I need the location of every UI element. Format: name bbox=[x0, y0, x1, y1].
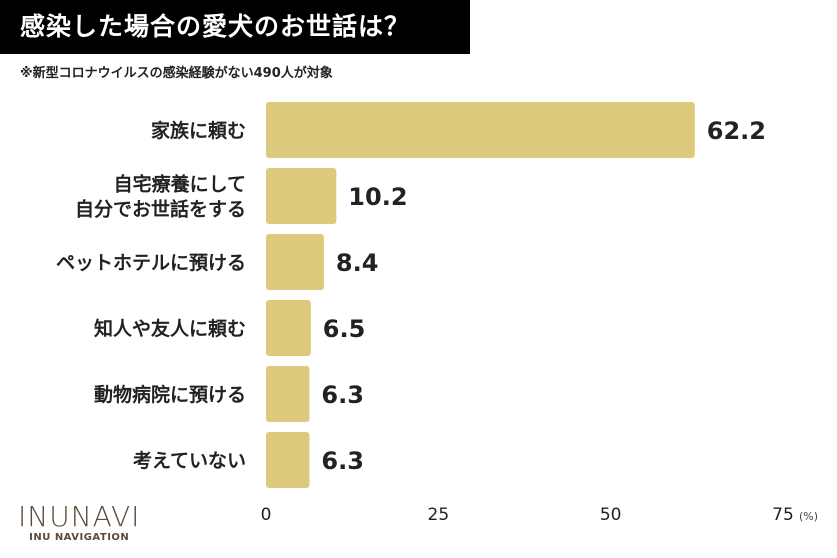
data-label: 6.5 bbox=[323, 315, 366, 343]
category-label: 家族に頼む bbox=[151, 119, 246, 142]
bar bbox=[266, 234, 324, 290]
bar bbox=[266, 366, 310, 422]
x-tick-label: 25 bbox=[428, 505, 450, 525]
bar bbox=[266, 102, 695, 158]
data-label: 8.4 bbox=[336, 249, 379, 277]
x-tick-label: 0 bbox=[261, 505, 272, 525]
bar bbox=[266, 168, 337, 224]
data-label: 62.2 bbox=[707, 117, 766, 145]
x-unit-label: (%) bbox=[799, 510, 818, 523]
x-tick-label: 75 bbox=[772, 505, 794, 525]
category-label: 自宅療養にして bbox=[114, 173, 246, 196]
data-label: 6.3 bbox=[321, 381, 364, 409]
logo-tagline: INU NAVIGATION bbox=[29, 532, 130, 543]
bar bbox=[266, 300, 311, 356]
bar bbox=[266, 432, 310, 488]
logo-name: INUNAVI bbox=[18, 500, 141, 533]
data-label: 6.3 bbox=[321, 447, 364, 475]
logo: INUNAVI INU NAVIGATION bbox=[18, 500, 141, 544]
category-label: ペットホテルに預ける bbox=[56, 252, 246, 274]
category-label: 考えていない bbox=[133, 450, 246, 472]
chart-subtitle: ※新型コロナウイルスの感染経験がない490人が対象 bbox=[20, 66, 333, 81]
category-label: 知人や友人に頼む bbox=[94, 317, 246, 340]
data-label: 10.2 bbox=[348, 183, 407, 211]
category-label: 動物病院に預ける bbox=[94, 383, 246, 406]
chart-title: 感染した場合の愛犬のお世話は？ bbox=[0, 0, 470, 54]
x-tick-label: 50 bbox=[600, 505, 622, 525]
category-label: 自分でお世話をする bbox=[75, 198, 246, 221]
